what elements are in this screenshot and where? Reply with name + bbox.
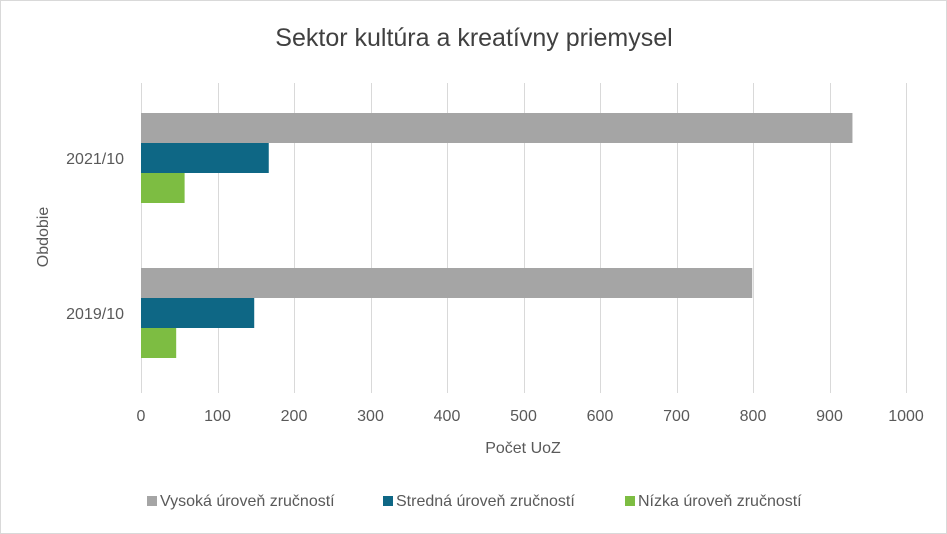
legend-swatch: [147, 496, 157, 506]
bar: [141, 298, 255, 328]
legend-label: Nízka úroveň zručností: [638, 493, 802, 510]
x-tick-label: 1000: [888, 408, 924, 425]
x-tick-label: 400: [434, 408, 461, 425]
x-tick-label: 800: [740, 408, 767, 425]
y-axis-title: Obdobie: [35, 207, 52, 268]
x-tick-label: 300: [357, 408, 384, 425]
bar: [141, 328, 177, 358]
x-tick-label: 200: [281, 408, 308, 425]
y-tick-label: 2021/10: [66, 151, 124, 168]
y-tick-label: 2019/10: [66, 306, 124, 323]
x-tick-label: 100: [204, 408, 231, 425]
legend: Vysoká úroveň zručností Stredná úroveň zr…: [147, 493, 802, 510]
y-tick-labels: 2021/10 2019/10: [66, 151, 124, 323]
x-tick-label: 900: [816, 408, 843, 425]
x-tick-label: 0: [137, 408, 146, 425]
legend-swatch: [383, 496, 393, 506]
bar: [141, 173, 185, 203]
x-tick-labels: 0 100 200 300 400 500 600 700 800 900 1000: [137, 408, 924, 425]
x-tick-label: 700: [663, 408, 690, 425]
chart-title: Sektor kultúra a kreatívny priemysel: [275, 24, 672, 52]
bar: [141, 268, 753, 298]
bar: [141, 113, 853, 143]
x-tick-label: 500: [510, 408, 537, 425]
bars: [141, 113, 853, 358]
legend-swatch: [625, 496, 635, 506]
bar: [141, 143, 269, 173]
legend-label: Stredná úroveň zručností: [396, 493, 575, 510]
x-axis-title: Počet UoZ: [485, 440, 561, 457]
legend-label: Vysoká úroveň zručností: [160, 493, 335, 510]
x-tick-label: 600: [587, 408, 614, 425]
